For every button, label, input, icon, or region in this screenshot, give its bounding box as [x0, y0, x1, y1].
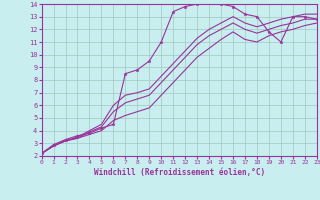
X-axis label: Windchill (Refroidissement éolien,°C): Windchill (Refroidissement éolien,°C) — [94, 168, 265, 177]
